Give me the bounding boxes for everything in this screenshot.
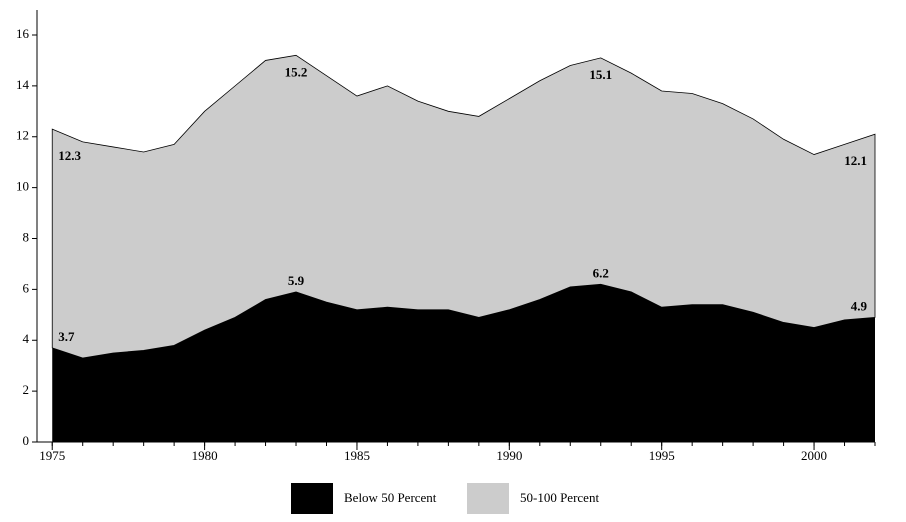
x-tick-label: 1985	[344, 448, 370, 463]
data-label: 15.1	[589, 67, 612, 82]
y-tick-label: 8	[23, 229, 30, 244]
legend-swatch	[291, 483, 333, 514]
data-label: 6.2	[593, 265, 609, 280]
x-tick-label: 1975	[39, 448, 65, 463]
x-tick-label: 1995	[649, 448, 675, 463]
x-tick-label: 2000	[801, 448, 827, 463]
data-label: 15.2	[285, 64, 308, 79]
y-tick-label: 6	[23, 280, 30, 295]
data-label: 5.9	[288, 273, 305, 288]
y-tick-label: 2	[23, 382, 30, 397]
data-label: 3.7	[58, 329, 75, 344]
legend-label: 50-100 Percent	[520, 490, 599, 505]
y-tick-label: 14	[16, 77, 30, 92]
legend-label: Below 50 Percent	[344, 490, 437, 505]
x-tick-label: 1990	[496, 448, 522, 463]
y-tick-label: 12	[16, 128, 29, 143]
x-tick-label: 1980	[192, 448, 218, 463]
y-tick-label: 16	[16, 26, 30, 41]
area	[52, 284, 875, 442]
data-label: 12.3	[58, 148, 81, 163]
data-label: 12.1	[844, 153, 867, 168]
y-tick-label: 0	[23, 433, 30, 448]
data-label: 4.9	[851, 298, 868, 313]
legend-swatch	[467, 483, 509, 514]
y-tick-label: 4	[23, 331, 30, 346]
y-tick-label: 10	[16, 179, 29, 194]
area	[51, 54, 876, 359]
